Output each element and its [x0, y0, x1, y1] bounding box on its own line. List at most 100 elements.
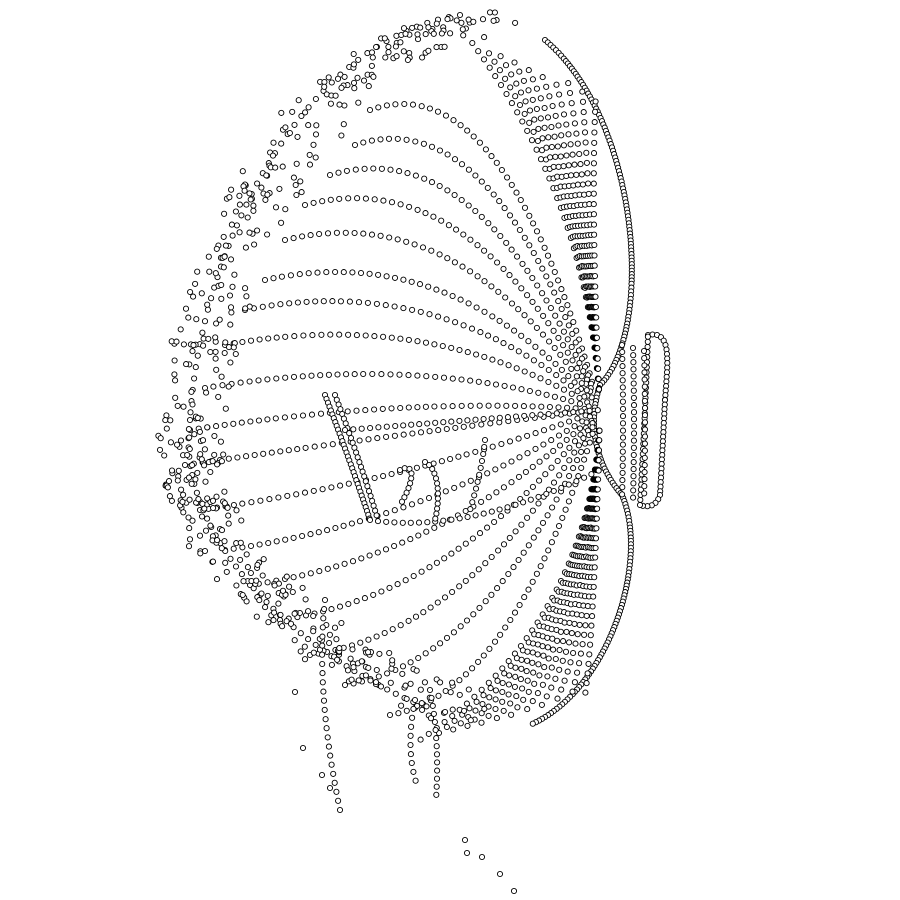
- point-814: [277, 448, 284, 455]
- point-2206: [336, 101, 343, 108]
- point-2322: [461, 707, 468, 714]
- point-1871: [587, 632, 594, 639]
- point-561: [451, 259, 458, 266]
- point-584: [261, 276, 269, 284]
- point-367: [366, 106, 374, 114]
- point-2424: [355, 677, 362, 684]
- point-2589: [432, 515, 439, 522]
- point-490: [560, 328, 567, 335]
- point-1585: [530, 640, 537, 647]
- point-2600: [467, 506, 474, 513]
- point-2583: [434, 485, 441, 492]
- point-1876: [583, 680, 590, 687]
- point-2543: [408, 421, 415, 428]
- point-1471: [591, 241, 598, 249]
- point-2641: [409, 714, 416, 721]
- point-1875: [584, 670, 591, 677]
- point-2441: [224, 504, 231, 511]
- point-733: [387, 371, 394, 378]
- point-2145: [369, 54, 376, 61]
- point-381: [476, 139, 483, 146]
- point-1949: [283, 618, 290, 625]
- point-2531: [573, 478, 580, 485]
- point-2158: [312, 154, 319, 161]
- point-2321: [185, 514, 192, 521]
- point-509: [397, 201, 404, 208]
- point-930: [508, 458, 515, 465]
- point-331: [630, 394, 637, 401]
- point-1816: [570, 649, 577, 657]
- point-2622: [333, 788, 340, 795]
- point-1483: [591, 119, 598, 126]
- point-1696: [513, 693, 520, 700]
- point-2529: [558, 484, 565, 491]
- point-1556: [473, 698, 480, 705]
- point-577: [557, 351, 564, 358]
- point-2225: [218, 281, 225, 289]
- point-615: [518, 332, 525, 339]
- point-1983: [192, 280, 199, 287]
- point-2192: [185, 314, 192, 321]
- point-1190: [492, 73, 499, 80]
- point-2000: [174, 402, 181, 409]
- point-2617: [325, 743, 332, 750]
- point-2551: [472, 416, 479, 423]
- point-404: [570, 318, 577, 326]
- point-1842: [582, 622, 589, 629]
- point-628: [259, 303, 266, 310]
- point-2431: [289, 588, 296, 596]
- point-2106: [211, 451, 218, 458]
- point-1111: [574, 457, 581, 464]
- point-2170: [397, 39, 404, 46]
- point-2510: [407, 519, 414, 526]
- point-402: [564, 302, 571, 309]
- point-2407: [186, 536, 194, 543]
- point-1126: [462, 671, 469, 678]
- point-1754: [560, 638, 567, 645]
- point-487: [547, 304, 554, 312]
- point-2174: [269, 152, 277, 159]
- point-1586: [524, 648, 531, 655]
- point-414: [368, 137, 375, 144]
- point-1298: [516, 68, 523, 75]
- point-336: [630, 430, 638, 437]
- point-1070: [580, 435, 587, 442]
- point-2373: [201, 547, 209, 555]
- point-2636: [433, 775, 441, 782]
- point-445: [558, 305, 565, 313]
- point-1935: [204, 515, 211, 522]
- point-910: [340, 522, 347, 529]
- point-2103: [250, 202, 257, 209]
- point-528: [529, 298, 536, 305]
- point-2248: [301, 656, 309, 663]
- point-1045: [434, 599, 441, 606]
- point-2614: [322, 716, 329, 723]
- point-413: [360, 139, 367, 146]
- point-2048: [286, 129, 293, 137]
- point-609: [473, 304, 480, 311]
- point-673: [265, 335, 272, 342]
- point-706: [545, 378, 552, 386]
- point-1262: [513, 80, 520, 87]
- point-974: [515, 473, 523, 480]
- point-2272: [377, 683, 385, 690]
- point-2621: [331, 779, 338, 786]
- point-2592: [480, 450, 487, 458]
- point-343: [630, 480, 637, 487]
- point-1915: [201, 318, 209, 325]
- point-1008: [462, 540, 469, 547]
- point-981: [563, 436, 570, 443]
- point-754: [568, 398, 575, 405]
- point-1855: [595, 476, 602, 483]
- point-399: [555, 277, 562, 284]
- point-2112: [422, 31, 429, 38]
- point-2084: [226, 292, 234, 299]
- point-1884: [393, 32, 400, 39]
- point-1626: [505, 681, 512, 688]
- point-1762: [524, 706, 531, 713]
- point-1360: [552, 112, 559, 119]
- point-704: [529, 371, 536, 378]
- point-1698: [500, 707, 507, 714]
- point-680: [327, 331, 334, 338]
- point-2433: [199, 500, 206, 507]
